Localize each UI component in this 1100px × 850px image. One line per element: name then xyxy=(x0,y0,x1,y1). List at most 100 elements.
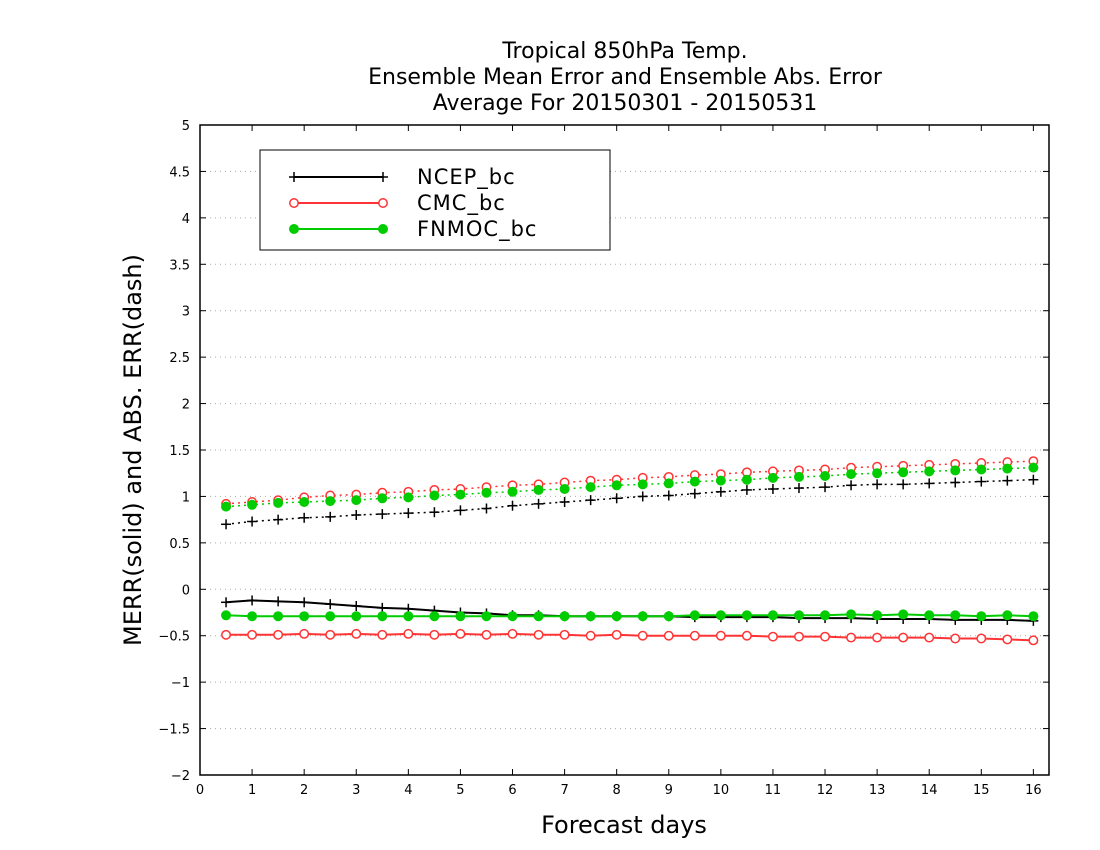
fnmoc-bc-point xyxy=(872,610,883,621)
ncep-bc-point xyxy=(273,596,284,607)
fnmoc-bc-point xyxy=(585,611,596,622)
ncep-bc-point xyxy=(247,595,258,606)
ncep-bc-point xyxy=(247,516,258,527)
fnmoc-bc-point xyxy=(507,486,518,497)
ncep-bc-point xyxy=(689,488,700,499)
fnmoc-bc-point xyxy=(507,611,518,622)
fnmoc-bc-point xyxy=(611,480,622,491)
cmc-bc-point xyxy=(325,629,336,640)
cmc-bc-point xyxy=(507,628,518,639)
ncep-bc-abs-err-series xyxy=(221,474,1039,530)
fnmoc-bc-point xyxy=(741,474,752,485)
ncep-bc-point xyxy=(611,493,622,504)
legend-marker xyxy=(378,172,388,182)
fnmoc-bc-point xyxy=(429,611,440,622)
ncep-bc-point xyxy=(585,495,596,506)
x-tick-label: 9 xyxy=(665,783,673,798)
cmc-bc-point xyxy=(481,629,492,640)
cmc-bc-point xyxy=(1002,634,1013,645)
y-tick-label: 4.5 xyxy=(169,165,190,180)
fnmoc-bc-point xyxy=(1028,462,1039,473)
legend-label-cmc-bc: CMC_bc xyxy=(417,191,506,216)
fnmoc-bc-point xyxy=(533,611,544,622)
x-tick-label: 12 xyxy=(817,783,834,798)
ncep-bc-point xyxy=(325,599,336,610)
legend-marker xyxy=(289,198,299,208)
y-tick-label: −0.5 xyxy=(158,630,190,645)
fnmoc-bc-point xyxy=(351,611,362,622)
ncep-bc-point xyxy=(273,514,284,525)
y-tick-label: 3.5 xyxy=(169,258,190,273)
fnmoc-bc-point xyxy=(273,497,284,508)
fnmoc-bc-point xyxy=(1002,610,1013,621)
ncep-bc-point xyxy=(767,484,778,494)
fnmoc-bc-point xyxy=(611,611,622,622)
cmc-bc-point xyxy=(924,632,935,643)
x-tick-label: 4 xyxy=(404,783,412,798)
ncep-bc-point xyxy=(924,478,935,489)
fnmoc-bc-point xyxy=(585,482,596,493)
chart-title: Tropical 850hPa Temp. Ensemble Mean Erro… xyxy=(368,39,883,116)
x-tick-label: 6 xyxy=(508,783,516,798)
cmc-bc-point xyxy=(820,631,830,642)
fnmoc-bc-point xyxy=(976,464,987,475)
ncep-bc-point xyxy=(1002,475,1013,486)
fnmoc-bc-point xyxy=(325,611,336,622)
ncep-bc-point xyxy=(793,483,804,494)
ncep-bc-point xyxy=(872,479,883,490)
legend-marker xyxy=(378,224,388,234)
x-tick-label: 16 xyxy=(1025,783,1042,798)
fnmoc-bc-point xyxy=(663,478,674,489)
fnmoc-bc-point xyxy=(377,611,388,622)
x-tick-label: 15 xyxy=(973,783,990,798)
cmc-bc-point xyxy=(767,631,778,642)
fnmoc-bc-point xyxy=(273,611,284,622)
cmc-bc-point xyxy=(247,629,258,640)
cmc-bc-abs-err-line xyxy=(225,460,1034,505)
ncep-bc-point xyxy=(351,601,362,611)
cmc-bc-point xyxy=(846,632,857,643)
legend-marker xyxy=(378,198,388,208)
y-tick-label: 1 xyxy=(182,490,190,505)
cmc-bc-point xyxy=(689,630,700,641)
x-tick-label: 5 xyxy=(456,783,464,798)
legend-marker xyxy=(289,224,299,234)
cmc-bc-point xyxy=(663,630,674,641)
cmc-bc-point xyxy=(794,631,804,642)
fnmoc-bc-point xyxy=(351,495,362,506)
fnmoc-bc-point xyxy=(559,611,570,622)
fnmoc-bc-point xyxy=(898,467,909,478)
ncep-bc-point xyxy=(820,482,831,493)
ncep-bc-point xyxy=(221,597,232,608)
legend-marker xyxy=(289,172,299,182)
fnmoc-bc-point xyxy=(767,472,778,483)
fnmoc-bc-point xyxy=(221,501,232,512)
fnmoc-bc-point xyxy=(429,490,440,501)
x-tick-label: 3 xyxy=(352,783,360,798)
fnmoc-bc-point xyxy=(793,610,804,621)
y-tick-label: 2 xyxy=(182,398,190,413)
ncep-bc-point xyxy=(533,498,544,509)
y-tick-label: −1 xyxy=(171,676,190,691)
fnmoc-bc-point xyxy=(950,610,961,621)
ncep-bc-point xyxy=(325,511,336,522)
fnmoc-bc-point xyxy=(247,611,258,622)
fnmoc-bc-point xyxy=(1002,463,1013,474)
legend-label-ncep-bc: NCEP_bc xyxy=(417,165,516,190)
ncep-bc-point xyxy=(715,486,726,497)
cmc-bc-point xyxy=(559,629,570,640)
cmc-bc-merr-series xyxy=(221,628,1039,646)
legend-item-ncep-bc: NCEP_bc xyxy=(289,165,516,190)
fnmoc-bc-point xyxy=(481,611,492,622)
x-axis-label: Forecast days xyxy=(541,811,707,839)
cmc-bc-point xyxy=(455,628,466,639)
ncep-bc-point xyxy=(221,519,232,530)
ncep-bc-point xyxy=(403,508,414,519)
fnmoc-bc-point xyxy=(820,471,831,481)
fnmoc-bc-point xyxy=(481,487,492,498)
ncep-bc-point xyxy=(637,491,648,502)
y-tick-label: 5 xyxy=(182,119,190,134)
x-tick-label: 8 xyxy=(613,783,621,798)
